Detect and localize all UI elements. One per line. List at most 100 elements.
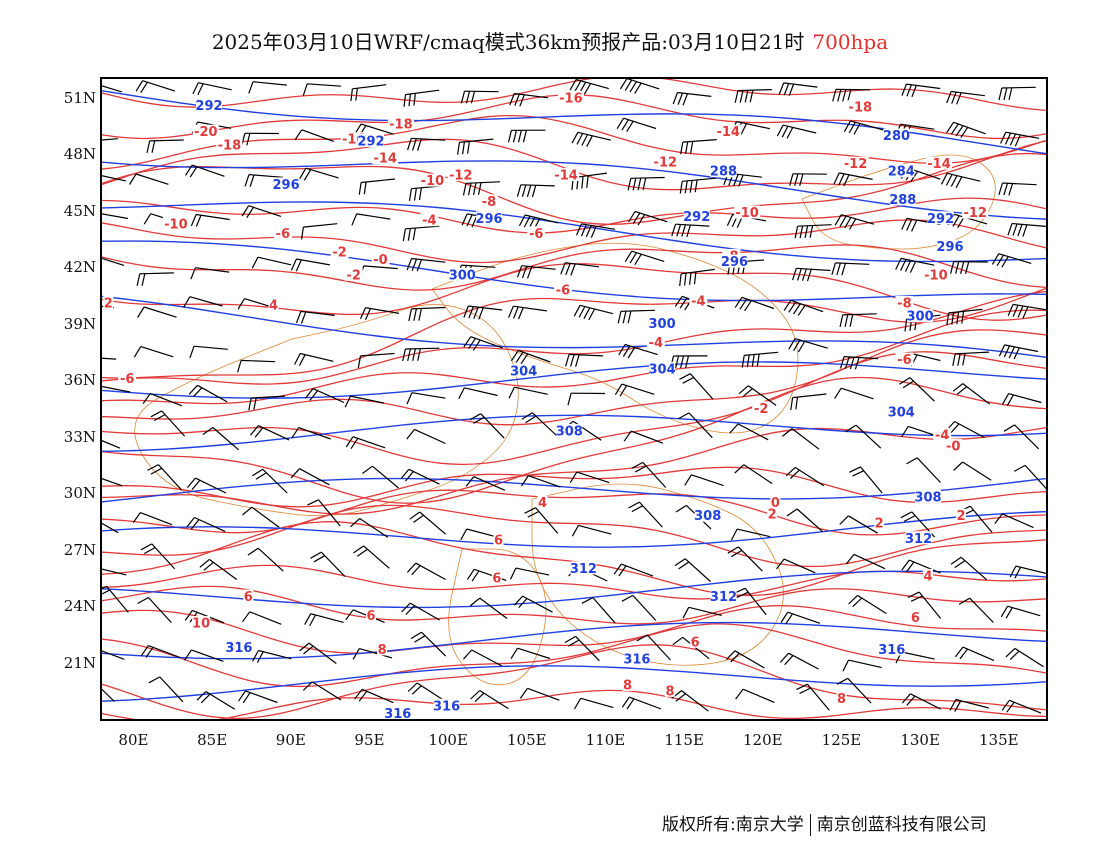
temperature-label-bg [689, 294, 708, 308]
height-label: 308 [914, 490, 941, 505]
wind-barb [462, 181, 501, 196]
wind-barb [778, 82, 818, 96]
wind-barb [299, 642, 337, 664]
wind-barb [907, 591, 942, 619]
wind-barb [137, 306, 177, 318]
wind-barb [351, 213, 391, 226]
height-label-bg [883, 128, 910, 142]
temperature-label-bg [420, 213, 439, 227]
temperature-label: 6 [244, 590, 253, 605]
wind-barb [184, 164, 225, 178]
temperature-label: -0 [946, 440, 960, 455]
wind-barb [102, 213, 129, 220]
wind-barb [519, 687, 560, 701]
height-label-bg [937, 239, 963, 253]
height-label-bg [433, 698, 460, 712]
temperature-label: 10 [192, 617, 210, 632]
wind-barb [133, 346, 174, 358]
wind-barb [290, 258, 331, 272]
temperature-label-bg [118, 371, 137, 385]
temperature-contour [102, 689, 1046, 719]
temperature-label-bg [192, 616, 211, 629]
wind-barb [299, 167, 339, 181]
temperature-label: -10 [164, 217, 188, 232]
wind-barb [734, 89, 772, 103]
temperature-label-bg [557, 90, 584, 104]
wind-barb [832, 88, 870, 102]
height-label: 312 [710, 590, 737, 605]
wind-barb [102, 85, 122, 93]
height-label: 296 [273, 178, 300, 193]
wind-barb [140, 645, 181, 659]
wind-barb [834, 387, 874, 400]
wind-barb [895, 257, 935, 273]
wind-barb [954, 646, 995, 662]
temperature-label: -6 [276, 227, 290, 242]
wind-barb [560, 262, 600, 276]
wind-barb [575, 223, 616, 238]
wind-barb [241, 205, 282, 219]
wind-barb [199, 558, 238, 580]
wind-barb [102, 478, 123, 487]
wind-barb [294, 352, 334, 366]
wind-barb [102, 138, 118, 141]
lon-tick-label: 80E [118, 731, 149, 749]
wind-barb [183, 296, 223, 308]
temperature-label-bg [268, 297, 279, 311]
wind-barb [901, 217, 941, 232]
wind-barb [410, 631, 447, 657]
wind-barb [564, 635, 600, 662]
wind-barb [998, 182, 1037, 196]
temperature-label: -2 [346, 268, 360, 283]
temperature-contour [102, 585, 1046, 625]
wind-barb [344, 395, 384, 408]
wind-barb [901, 693, 941, 710]
wind-barb [833, 172, 873, 187]
wind-barb [618, 343, 658, 359]
temperature-label: -6 [897, 353, 911, 368]
temperature-contour [102, 290, 1046, 385]
copyright-divider [809, 814, 811, 836]
wind-barb [132, 512, 173, 526]
wind-barb [188, 384, 228, 403]
wind-barb [102, 522, 119, 534]
temperature-label: 6 [911, 611, 920, 626]
wind-barb [508, 305, 547, 320]
height-label: 292 [683, 210, 710, 225]
wind-barb [345, 609, 385, 623]
wind-barb [849, 466, 883, 494]
boundary-layer [134, 154, 996, 686]
wind-barb [848, 594, 887, 615]
height-label-bg [710, 589, 737, 603]
temperature-label: 2 [956, 509, 965, 524]
wind-barb [509, 92, 549, 107]
temperature-label: -18 [218, 138, 242, 153]
height-label: 312 [570, 562, 597, 577]
wind-barb [350, 518, 389, 538]
height-label: 296 [475, 212, 502, 227]
lat-tick-label: 48N [63, 145, 96, 164]
wind-barb [307, 499, 341, 527]
temperature-contour [102, 489, 1046, 536]
wind-barb [573, 697, 614, 710]
wind-barb [469, 413, 505, 439]
lat-tick-label: 42N [63, 258, 96, 277]
wind-barb [407, 137, 446, 151]
wind-barb [901, 559, 941, 574]
wind-barb [137, 596, 172, 624]
wind-barb [508, 386, 548, 399]
wind-barb [952, 383, 991, 405]
temperature-label-bg [371, 252, 390, 266]
height-label-bg [905, 531, 932, 545]
height-label-bg [710, 164, 737, 178]
height-label: 316 [623, 652, 650, 667]
lon-tick-label: 120E [743, 731, 783, 749]
temperature-label-bg [665, 683, 675, 697]
wind-barb [621, 594, 657, 621]
lat-tick-label: 30N [63, 484, 96, 503]
wind-barb [735, 688, 775, 703]
temperature-label-bg [103, 296, 114, 309]
height-label-bg [273, 177, 300, 191]
temperature-contour [102, 138, 1046, 191]
wind-barb [142, 393, 183, 407]
